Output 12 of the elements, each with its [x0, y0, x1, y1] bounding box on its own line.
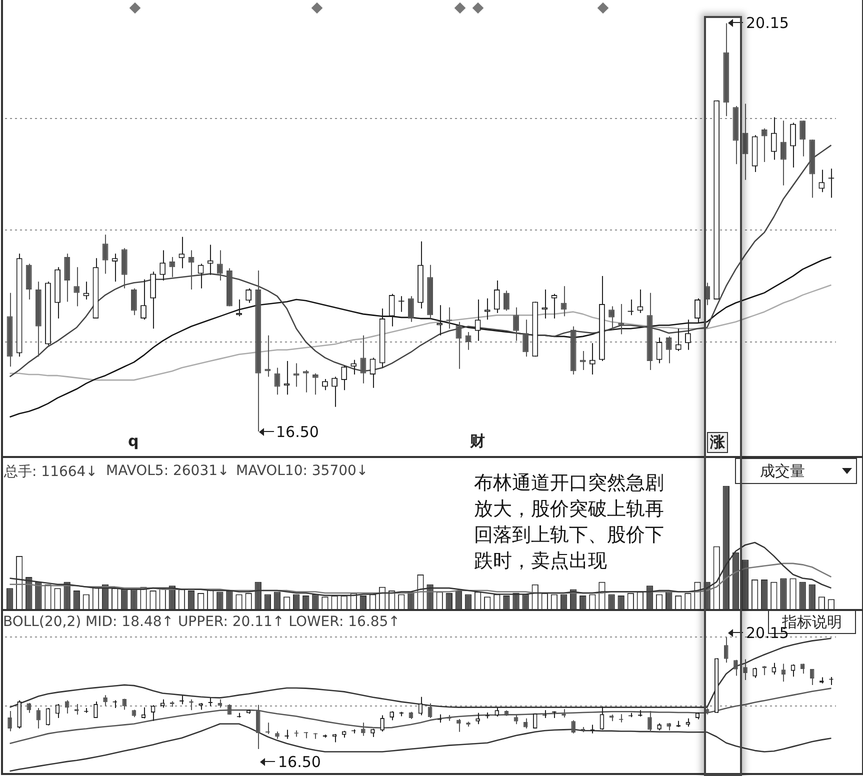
text: MAVOL10: 35700↓ [236, 463, 368, 479]
annotation: BOLL(20,2) MID: 18.48↑ UPPER: 20.11↑ LOWER: 16.85↑ [3, 614, 400, 630]
text: MAVOL5: 26031↓ [106, 463, 230, 479]
annotation: 布林通道开口突然急剧放大，股价突破上轨再回落到上轨下、股价下跌时，卖点出现 [474, 470, 674, 574]
annotation: q [128, 432, 139, 450]
annotation: 涨 [707, 432, 728, 453]
text: 总手: 11664↓ [4, 463, 98, 481]
annotation: 财 [470, 432, 485, 451]
annotation: 16.50 [277, 753, 322, 771]
annotation: 20.15 [745, 14, 790, 32]
text: 成交量 [735, 458, 857, 484]
annotation: 16.50 [275, 423, 320, 441]
